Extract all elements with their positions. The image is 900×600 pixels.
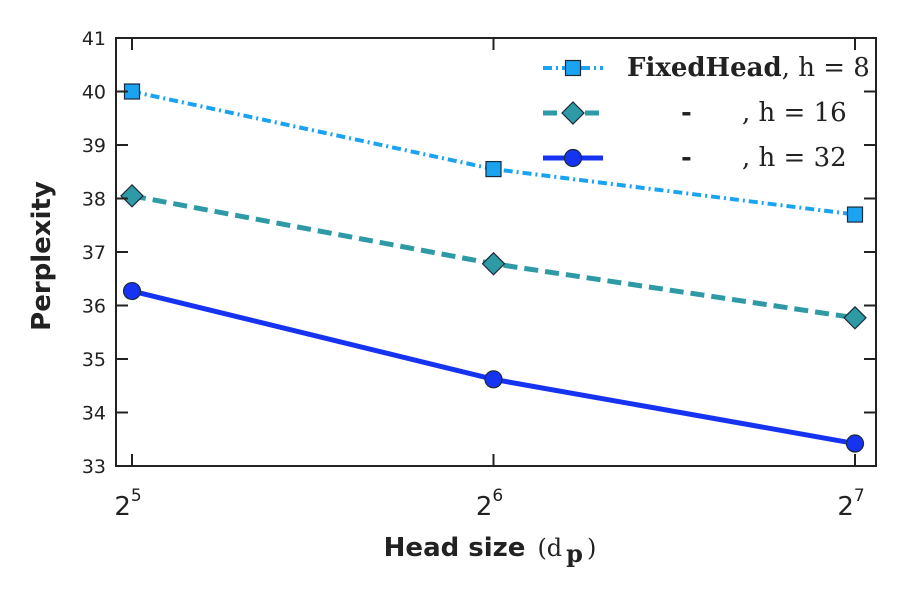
y-axis-title: Perplexity xyxy=(27,181,57,331)
legend-marker-1 xyxy=(564,59,582,77)
legend-label-1: FixedHead, h = 8 xyxy=(627,53,870,83)
x-tick-label-exponent: 7 xyxy=(854,486,865,506)
x-tick-label-exponent: 6 xyxy=(492,486,503,506)
series-line-3 xyxy=(131,288,856,446)
legend-label-prefix: - xyxy=(681,98,692,128)
data-point-series-2 xyxy=(843,305,867,330)
x-tick-label: 26 xyxy=(476,486,503,522)
y-tick-label: 37 xyxy=(82,242,106,264)
data-point-series-2 xyxy=(120,183,144,208)
x-axis-title-subscript: p xyxy=(566,539,583,568)
x-axis-title-text: Head size xyxy=(384,533,526,563)
data-point-series-1 xyxy=(485,160,502,178)
x-axis-title-symbol: (d xyxy=(537,534,562,562)
y-tick-label: 39 xyxy=(82,135,106,157)
data-point-series-2 xyxy=(481,251,506,276)
x-tick-label-base: 2 xyxy=(476,492,493,522)
y-tick-label: 36 xyxy=(82,296,106,318)
x-axis-title: Head size (d p ) xyxy=(384,533,597,568)
legend-marker-3 xyxy=(563,148,583,168)
legend-label-prefix: - xyxy=(681,143,692,173)
data-point-series-3 xyxy=(845,434,865,453)
x-tick-label-base: 2 xyxy=(114,492,131,522)
legend-label-suffix: , h = 16 xyxy=(742,98,847,128)
data-point-series-1 xyxy=(846,206,864,223)
y-tick-label: 35 xyxy=(82,349,106,371)
x-tick-label: 27 xyxy=(837,486,864,522)
legend-label-suffix: , h = 32 xyxy=(742,143,847,173)
y-tick-label: 40 xyxy=(82,82,106,104)
data-point-series-3 xyxy=(122,281,142,301)
x-tick-label-exponent: 5 xyxy=(131,486,142,506)
y-tick-label: 38 xyxy=(82,189,106,211)
legend-label-2: - , h = 16 xyxy=(681,98,847,128)
legend-marker-2 xyxy=(561,101,585,125)
legend-label-suffix: , h = 8 xyxy=(782,53,870,83)
x-axis-title-close: ) xyxy=(587,534,596,562)
y-tick-label: 33 xyxy=(82,456,106,478)
y-tick-label: 41 xyxy=(82,28,106,50)
x-tick-label: 25 xyxy=(114,486,141,522)
y-tick-label: 34 xyxy=(82,403,106,425)
legend-label-3: - , h = 32 xyxy=(681,143,847,173)
data-point-series-3 xyxy=(484,370,503,389)
x-tick-label-base: 2 xyxy=(837,492,854,522)
legend-label-prefix: FixedHead xyxy=(627,53,782,83)
